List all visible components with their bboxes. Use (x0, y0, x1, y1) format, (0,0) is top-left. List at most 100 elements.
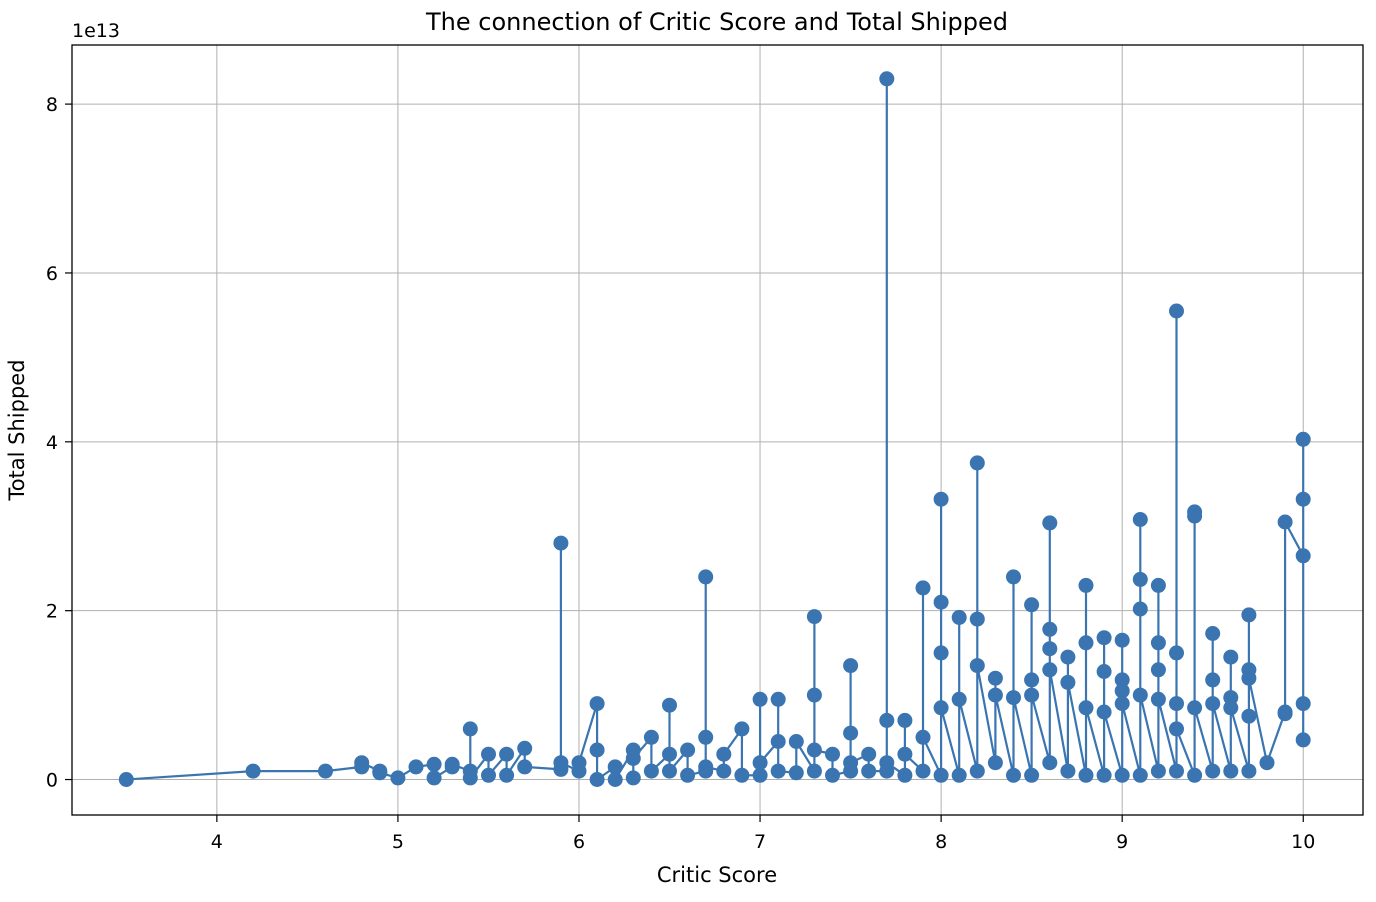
data-point (752, 691, 768, 707)
data-point (408, 759, 424, 775)
data-point (1114, 767, 1130, 783)
data-point (1132, 512, 1148, 527)
data-point (843, 725, 859, 741)
data-point (1096, 630, 1112, 646)
data-point (1150, 662, 1166, 678)
data-point (969, 658, 985, 674)
data-point (553, 535, 569, 551)
data-point (788, 734, 804, 749)
data-point (1096, 664, 1112, 679)
data-point (770, 763, 786, 779)
data-point (698, 729, 714, 745)
data-point (915, 580, 931, 596)
data-point (752, 767, 768, 783)
x-tick-label: 5 (392, 831, 404, 853)
data-point (1042, 515, 1058, 531)
data-point (1187, 767, 1203, 783)
data-point (1132, 767, 1148, 783)
data-point (390, 770, 406, 786)
x-tick-label: 8 (935, 831, 947, 853)
data-point (1205, 626, 1221, 641)
data-point (698, 569, 714, 585)
x-tick-label: 9 (1116, 831, 1128, 853)
data-point (426, 770, 442, 786)
data-point (680, 742, 696, 758)
data-point (879, 755, 895, 771)
data-point (354, 755, 370, 771)
data-point (1006, 569, 1021, 585)
y-axis-label: Total Shipped (5, 359, 29, 501)
data-point (1042, 621, 1058, 637)
data-point (517, 759, 533, 775)
data-point (1169, 303, 1184, 319)
data-point (1205, 672, 1221, 688)
data-point (1150, 763, 1166, 779)
y-axis-offset-label: 1e13 (72, 20, 120, 42)
data-point (951, 767, 967, 783)
x-tick-label: 7 (754, 831, 766, 853)
data-point (517, 740, 533, 756)
data-point (969, 763, 985, 779)
data-point (1060, 649, 1076, 665)
data-point (716, 746, 732, 762)
data-point (1241, 607, 1257, 623)
x-axis-label: Critic Score (657, 863, 777, 887)
data-point (662, 697, 677, 713)
grid (72, 45, 1363, 815)
data-point (1060, 674, 1076, 690)
data-point (1114, 632, 1130, 648)
data-point (951, 609, 967, 625)
y-tick-label: 6 (46, 263, 58, 285)
chart-title: The connection of Critic Score and Total… (425, 8, 1008, 36)
data-point (915, 763, 931, 779)
data-point (1205, 763, 1221, 779)
data-point (1132, 687, 1148, 703)
data-point (643, 729, 659, 745)
data-point (1078, 767, 1094, 783)
data-point (987, 755, 1003, 771)
data-point (1132, 571, 1148, 587)
data-point (1042, 662, 1058, 678)
data-point (499, 767, 515, 783)
data-point (1295, 431, 1311, 447)
data-point (625, 750, 641, 766)
data-point (951, 691, 967, 707)
data-point (716, 763, 732, 779)
data-point (933, 645, 949, 661)
x-tick-label: 10 (1291, 831, 1315, 853)
data-point (1223, 763, 1239, 779)
data-point (607, 772, 623, 787)
data-point (607, 759, 623, 775)
data-point (1150, 577, 1166, 593)
data-point (1006, 767, 1021, 783)
data-point (770, 691, 786, 707)
data-point (1024, 687, 1040, 703)
data-point (1078, 577, 1094, 593)
data-point (1295, 491, 1311, 507)
data-point (879, 71, 895, 87)
data-point (462, 721, 478, 737)
data-point (481, 767, 496, 783)
data-point (879, 712, 895, 728)
data-point (1096, 767, 1112, 783)
data-point (1042, 641, 1058, 657)
data-point (1169, 721, 1184, 737)
data-point (969, 455, 985, 471)
data-point (933, 767, 949, 783)
data-point (1078, 635, 1094, 651)
data-point (589, 742, 605, 758)
data-point (734, 721, 750, 737)
data-point (806, 687, 822, 703)
data-point (987, 687, 1003, 703)
data-point (1132, 601, 1148, 617)
data-point (1096, 704, 1112, 720)
data-point (1114, 672, 1130, 688)
data-point (1024, 597, 1040, 613)
data-point (933, 491, 949, 507)
data-point (969, 611, 985, 627)
data-point (1187, 508, 1203, 524)
series-line (126, 77, 1305, 781)
data-point (462, 770, 478, 786)
y-tick-label: 0 (46, 770, 58, 792)
data-point (372, 765, 388, 781)
